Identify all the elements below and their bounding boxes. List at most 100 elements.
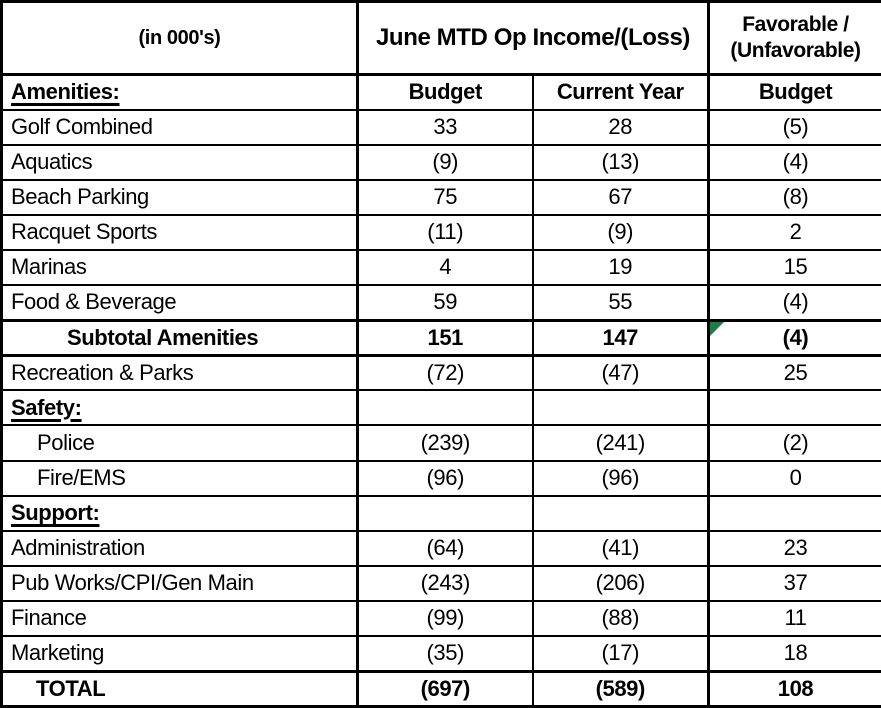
row-label-cell[interactable]: Recreation & Parks — [0, 354, 359, 392]
row-label-cell[interactable]: Beach Parking — [0, 178, 359, 216]
row-label-cell[interactable]: Racquet Sports — [0, 213, 359, 251]
row-label-cell[interactable]: Support: — [0, 494, 359, 532]
row-label-cell[interactable]: Safety: — [0, 389, 359, 427]
current-year-value-cell[interactable]: (206) — [531, 564, 710, 603]
current-year-value-cell[interactable]: (96) — [531, 459, 710, 497]
budget-value-cell[interactable]: (99) — [356, 600, 534, 638]
budget-column-header-cell[interactable]: Budget — [356, 73, 534, 111]
budget-value-cell-text: (64) — [426, 535, 465, 561]
current-year-value-cell[interactable]: (17) — [531, 635, 710, 673]
row-label-cell[interactable]: Administration — [0, 529, 359, 567]
row-label-cell[interactable]: Golf Combined — [0, 108, 359, 146]
favorable-value-cell-text: (4) — [782, 324, 809, 350]
budget-value-cell[interactable]: 151 — [356, 318, 534, 357]
favorable-header-cell[interactable]: Favorable / (Unfavorable) — [707, 0, 881, 76]
row-label-cell[interactable]: Finance — [0, 600, 359, 638]
budget-value-cell[interactable]: (35) — [356, 635, 534, 673]
table-row: Subtotal Amenities 151 147 (4) — [0, 318, 881, 357]
favorable-value-cell[interactable] — [707, 389, 881, 427]
favorable-value-cell[interactable]: (4) — [707, 318, 881, 357]
budget-value-cell[interactable]: 33 — [356, 108, 534, 146]
row-label-cell-text: Subtotal Amenities — [67, 324, 259, 350]
budget-value-cell[interactable]: 4 — [356, 248, 534, 287]
current-year-value-cell-text: (589) — [595, 675, 646, 701]
favorable-value-cell[interactable]: (4) — [707, 143, 881, 181]
favorable-value-cell[interactable]: 23 — [707, 529, 881, 567]
favorable-value-cell-text: 108 — [777, 675, 814, 701]
favorable-value-cell[interactable]: (2) — [707, 424, 881, 462]
budget-value-cell[interactable]: (239) — [356, 424, 534, 462]
favorable-budget-column-header-cell[interactable]: Budget — [707, 73, 881, 111]
favorable-value-cell[interactable]: (4) — [707, 284, 881, 322]
favorable-value-cell[interactable]: 25 — [707, 354, 881, 392]
section-header-row: Support: — [0, 494, 881, 532]
budget-value-cell[interactable]: (64) — [356, 529, 534, 567]
row-label-cell[interactable]: Food & Beverage — [0, 284, 359, 322]
row-label-cell[interactable]: Fire/EMS — [0, 459, 359, 497]
current-year-value-cell[interactable]: 67 — [531, 178, 710, 216]
current-year-column-header-cell[interactable]: Current Year — [531, 73, 710, 111]
table-body: Golf Combined 33 28 (5) Aquatics (9) (13) (4) Be… — [0, 108, 881, 708]
budget-value-cell[interactable] — [356, 494, 534, 532]
budget-value-cell-text: (11) — [427, 219, 464, 245]
favorable-value-cell[interactable] — [707, 494, 881, 532]
current-year-value-cell[interactable]: 19 — [531, 248, 710, 287]
budget-value-cell-text: (239) — [420, 429, 471, 455]
current-year-value-cell[interactable]: (589) — [531, 669, 710, 708]
current-year-value-cell[interactable]: (47) — [531, 354, 710, 392]
favorable-value-cell[interactable]: (8) — [707, 178, 881, 216]
current-year-value-cell[interactable]: (241) — [531, 424, 710, 462]
favorable-value-cell[interactable]: 15 — [707, 248, 881, 287]
row-label-cell[interactable]: Marketing — [0, 635, 359, 673]
budget-value-cell[interactable]: 75 — [356, 178, 534, 216]
favorable-value-cell[interactable]: (5) — [707, 108, 881, 146]
current-year-value-cell[interactable] — [531, 494, 710, 532]
row-label-cell-text: Aquatics — [11, 149, 93, 175]
table-row: Beach Parking 75 67 (8) — [0, 178, 881, 216]
favorable-value-cell[interactable]: 0 — [707, 459, 881, 497]
budget-value-cell[interactable]: (11) — [356, 213, 534, 251]
favorable-value-cell[interactable]: 2 — [707, 213, 881, 251]
favorable-value-cell[interactable]: 18 — [707, 635, 881, 673]
favorable-value-cell[interactable]: 37 — [707, 564, 881, 603]
favorable-value-cell[interactable]: 108 — [707, 669, 881, 708]
budget-value-cell[interactable]: 59 — [356, 284, 534, 322]
favorable-header-line2: (Unfavorable) — [730, 39, 861, 62]
budget-value-cell[interactable]: (243) — [356, 564, 534, 603]
budget-value-cell-text: 33 — [433, 113, 458, 139]
current-year-value-cell[interactable]: 147 — [531, 318, 710, 357]
budget-value-cell-text: 75 — [433, 184, 458, 210]
table-row: Marketing (35) (17) 18 — [0, 635, 881, 673]
budget-value-cell[interactable]: (72) — [356, 354, 534, 392]
group-header-cell[interactable]: June MTD Op Income/(Loss) — [356, 0, 710, 76]
row-label-cell[interactable]: Police — [0, 424, 359, 462]
units-header-cell[interactable]: (in 000's) — [0, 0, 359, 76]
row-label-cell-text: Racquet Sports — [11, 219, 158, 245]
current-year-value-cell[interactable]: (9) — [531, 213, 710, 251]
current-year-value-cell[interactable]: (41) — [531, 529, 710, 567]
budget-value-cell-text: (697) — [420, 675, 471, 701]
budget-value-cell-text: (243) — [420, 570, 471, 596]
budget-value-cell-text: (96) — [426, 465, 465, 491]
current-year-value-cell[interactable] — [531, 389, 710, 427]
budget-value-cell[interactable]: (697) — [356, 669, 534, 708]
row-label-cell[interactable]: Subtotal Amenities — [0, 318, 359, 357]
amenities-section-cell[interactable]: Amenities: — [0, 73, 359, 111]
row-label-cell[interactable]: Marinas — [0, 248, 359, 287]
favorable-value-cell-text: 37 — [783, 570, 808, 596]
current-year-value-cell[interactable]: 55 — [531, 284, 710, 322]
favorable-value-cell-text: (4) — [782, 289, 809, 315]
favorable-value-cell[interactable]: 11 — [707, 600, 881, 638]
current-year-value-cell[interactable]: (13) — [531, 143, 710, 181]
row-label-cell-text: TOTAL — [36, 675, 106, 701]
current-year-value-cell[interactable]: 28 — [531, 108, 710, 146]
current-year-value-cell-text: (13) — [601, 149, 640, 175]
budget-value-cell[interactable]: (9) — [356, 143, 534, 181]
budget-value-cell[interactable] — [356, 389, 534, 427]
row-label-cell[interactable]: TOTAL — [0, 669, 359, 708]
budget-value-cell[interactable]: (96) — [356, 459, 534, 497]
row-label-cell-text: Fire/EMS — [37, 465, 126, 491]
row-label-cell[interactable]: Aquatics — [0, 143, 359, 181]
row-label-cell[interactable]: Pub Works/CPI/Gen Main — [0, 564, 359, 603]
current-year-value-cell[interactable]: (88) — [531, 600, 710, 638]
